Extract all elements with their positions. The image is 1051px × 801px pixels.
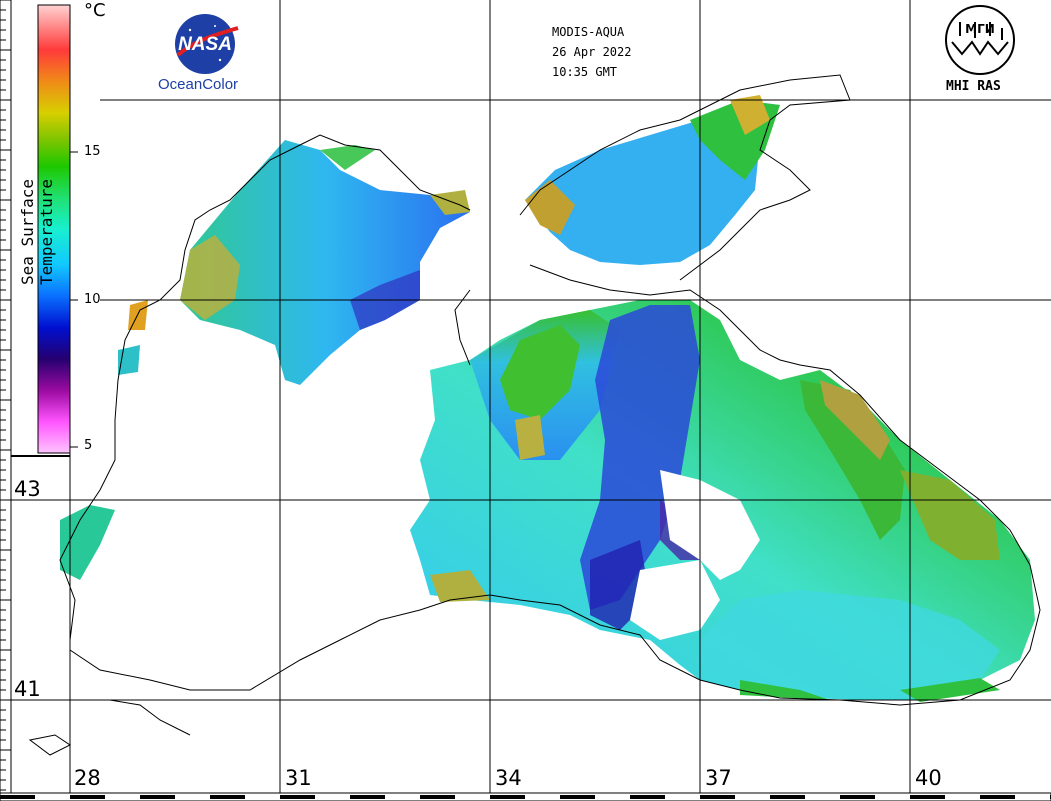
lon-label-37: 37	[705, 766, 732, 790]
scale-segment	[560, 795, 595, 799]
oceancolor-label: OceanColor	[158, 76, 239, 93]
scale-segment	[70, 795, 105, 799]
lat-label-41: 41	[14, 677, 41, 701]
scale-segment	[420, 795, 455, 799]
lon-label-31: 31	[285, 766, 312, 790]
scale-segment	[350, 795, 385, 799]
sst-field	[60, 95, 1035, 702]
lon-label-40: 40	[915, 766, 942, 790]
scale-segment	[490, 795, 525, 799]
scale-segment	[0, 795, 35, 799]
lat-label-43: 43	[14, 477, 41, 501]
colorbar	[11, 4, 78, 457]
mhi-ras-label: MHI RAS	[946, 79, 1001, 94]
scale-segment	[770, 795, 805, 799]
date-label: 26 Apr 2022	[552, 45, 632, 59]
colorbar-tick-15: 15	[84, 144, 101, 159]
colorbar-title: Sea Surface Temperature	[18, 179, 56, 285]
scale-segment	[280, 795, 315, 799]
satellite-label: MODIS-AQUA	[552, 25, 625, 39]
colorbar-tick-5: 5	[84, 438, 93, 453]
scale-segment	[700, 795, 735, 799]
scale-segment	[840, 795, 875, 799]
mhi-wordmark: МГИ	[965, 22, 995, 36]
nasa-wordmark: NASA	[178, 34, 232, 55]
mhi-ras-logo: МГИ	[945, 5, 1015, 75]
time-label: 10:35 GMT	[552, 65, 618, 79]
lon-label-28: 28	[74, 766, 101, 790]
scale-segment	[210, 795, 245, 799]
colorbar-tick-10: 10	[84, 292, 101, 307]
scale-segment	[910, 795, 945, 799]
scale-segment	[980, 795, 1015, 799]
lon-label-34: 34	[495, 766, 522, 790]
colorbar-unit: °C	[84, 0, 106, 21]
scale-segment	[630, 795, 665, 799]
scale-segment	[140, 795, 175, 799]
nasa-logo: NASA	[175, 14, 239, 74]
